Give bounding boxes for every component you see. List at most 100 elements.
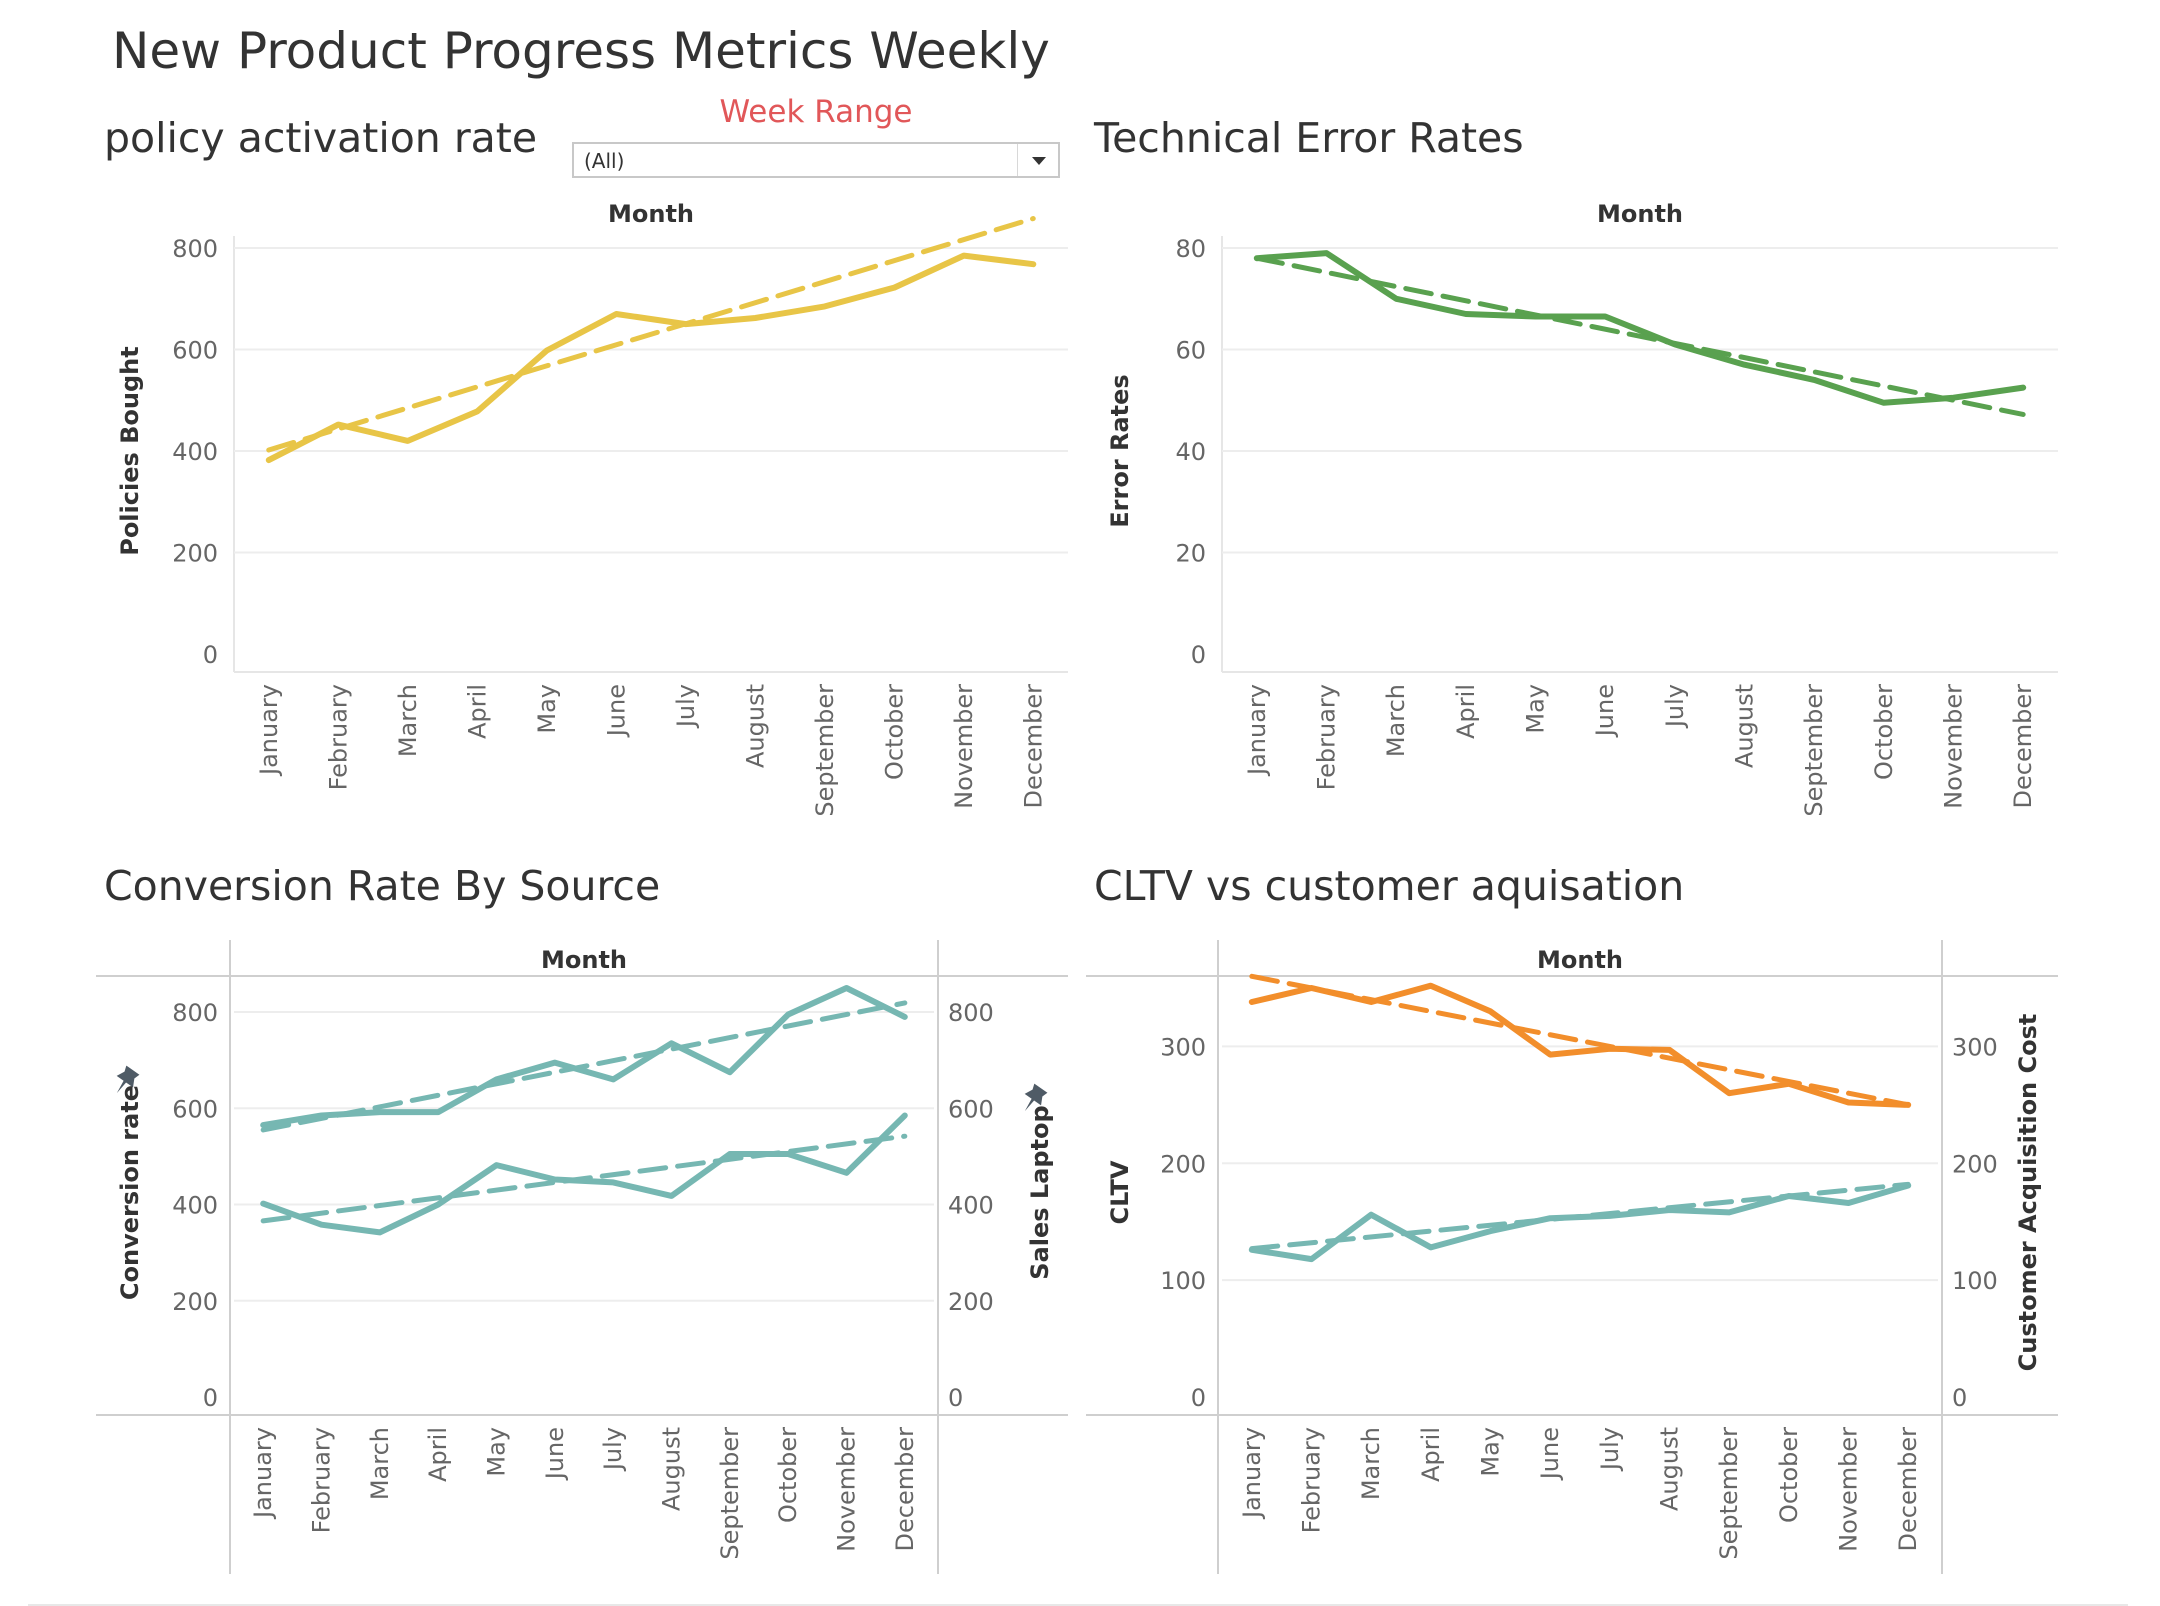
y-tick-label: 200 <box>172 540 218 568</box>
trend-line-0 <box>1249 973 1911 1108</box>
x-tick-label: July <box>672 684 700 729</box>
x-tick-label: October <box>1870 684 1898 780</box>
week-range-label: Week Range <box>719 94 913 130</box>
x-tick-label: November <box>1940 684 1968 809</box>
y2-tick-label: 800 <box>948 999 994 1027</box>
x-tick-label: August <box>1656 1427 1684 1511</box>
y2-tick-label: 400 <box>948 1192 994 1220</box>
y2-tick-label: 600 <box>948 1095 994 1123</box>
x-tick-label: June <box>541 1427 569 1481</box>
x-tick-label: May <box>483 1427 511 1477</box>
x-tick-label: August <box>1731 684 1759 768</box>
x-tick-label: July <box>1661 684 1689 729</box>
y-tick-label: 400 <box>172 438 218 466</box>
y-tick-label: 200 <box>172 1288 218 1316</box>
chart-title-errors: Technical Error Rates <box>1094 114 1524 162</box>
y-tick-label: 0 <box>203 641 218 669</box>
x-tick-label: August <box>658 1427 686 1511</box>
series-line-0 <box>1248 982 1912 1108</box>
y-tick-label: 0 <box>1191 1384 1206 1412</box>
y-axis-label: Policies Bought <box>116 346 144 556</box>
x-tick-label: August <box>741 684 769 768</box>
x-axis-header: Month <box>541 946 627 974</box>
y-axis-label: Conversion rate <box>116 1085 144 1300</box>
y-axis-label: Error Rates <box>1106 374 1134 527</box>
series-line-0 <box>265 252 1037 464</box>
x-tick-label: March <box>366 1427 394 1500</box>
x-tick-label: July <box>599 1427 627 1472</box>
x-tick-label: March <box>1357 1427 1385 1500</box>
x-tick-label: January <box>1238 1427 1266 1520</box>
y2-tick-label: 300 <box>1952 1033 1998 1061</box>
y-tick-label: 300 <box>1160 1033 1206 1061</box>
series-line-1 <box>1248 1182 1912 1263</box>
x-tick-label: October <box>1775 1427 1803 1523</box>
trend-line-1 <box>1249 1181 1911 1252</box>
x-tick-label: September <box>1715 1427 1743 1560</box>
x-tick-label: February <box>308 1427 336 1533</box>
pin-icon-left[interactable] <box>109 1064 141 1098</box>
chart-title-conversion: Conversion Rate By Source <box>104 862 661 910</box>
y2-tick-label: 0 <box>948 1384 963 1412</box>
trend-line-0 <box>1254 255 2026 417</box>
x-tick-label: April <box>1417 1427 1445 1482</box>
y-tick-label: 200 <box>1160 1150 1206 1178</box>
y-tick-label: 800 <box>172 235 218 263</box>
chart-title-cltv: CLTV vs customer aquisation <box>1094 862 1685 910</box>
x-tick-label: March <box>394 684 422 757</box>
dropdown-button[interactable] <box>1017 144 1058 176</box>
y2-tick-label: 200 <box>1952 1150 1998 1178</box>
x-tick-label: June <box>602 684 630 738</box>
x-tick-label: May <box>1477 1427 1505 1477</box>
pin-icon-right[interactable] <box>1017 1082 1049 1116</box>
series-line-0 <box>1253 250 2027 406</box>
y2-tick-label: 0 <box>1952 1384 1967 1412</box>
x-tick-label: November <box>1835 1427 1863 1552</box>
x-tick-label: May <box>1522 684 1550 734</box>
x-tick-label: May <box>533 684 561 734</box>
x-tick-label: February <box>1313 684 1341 790</box>
x-tick-label: November <box>833 1427 861 1552</box>
y-axis-label: CLTV <box>1106 1160 1134 1224</box>
y-tick-label: 600 <box>172 1095 218 1123</box>
x-tick-label: January <box>1243 684 1271 777</box>
x-tick-label: October <box>774 1427 802 1523</box>
x-tick-label: July <box>1596 1427 1624 1472</box>
x-tick-label: December <box>1894 1427 1922 1552</box>
chart-title-activation: policy activation rate <box>104 114 538 162</box>
trend-line-0 <box>260 1000 908 1133</box>
trend-line-1 <box>260 1133 908 1224</box>
pin-shape <box>116 1065 140 1094</box>
y-tick-label: 400 <box>172 1192 218 1220</box>
x-tick-label: September <box>811 684 839 817</box>
x-tick-label: September <box>716 1427 744 1560</box>
x-tick-label: January <box>249 1427 277 1520</box>
y2-tick-label: 100 <box>1952 1267 1998 1295</box>
week-range-value: (All) <box>584 149 625 173</box>
y-tick-label: 100 <box>1160 1267 1206 1295</box>
y-tick-label: 60 <box>1175 337 1206 365</box>
x-axis-header: Month <box>1597 200 1683 228</box>
week-range-dropdown[interactable]: (All) <box>572 142 1060 178</box>
x-tick-label: February <box>324 684 352 790</box>
y2-axis-label: Customer Acquisition Cost <box>2014 1014 2042 1372</box>
x-tick-label: April <box>424 1427 452 1482</box>
y-tick-label: 20 <box>1175 540 1206 568</box>
chevron-down-icon <box>1032 157 1046 165</box>
x-tick-label: September <box>1800 684 1828 817</box>
x-tick-label: December <box>1019 684 1047 809</box>
x-axis-header: Month <box>608 200 694 228</box>
x-tick-label: June <box>1536 1427 1564 1481</box>
x-tick-label: June <box>1591 684 1619 738</box>
page-title: New Product Progress Metrics Weekly <box>112 22 1050 80</box>
y-tick-label: 600 <box>172 337 218 365</box>
y2-axis-label: Sales Laptop <box>1026 1105 1054 1279</box>
x-tick-label: October <box>880 684 908 780</box>
x-tick-label: December <box>2009 684 2037 809</box>
y-tick-label: 80 <box>1175 235 1206 263</box>
x-tick-label: January <box>255 684 283 777</box>
x-tick-label: April <box>1452 684 1480 739</box>
y-tick-label: 0 <box>1191 641 1206 669</box>
x-axis-header: Month <box>1537 946 1623 974</box>
